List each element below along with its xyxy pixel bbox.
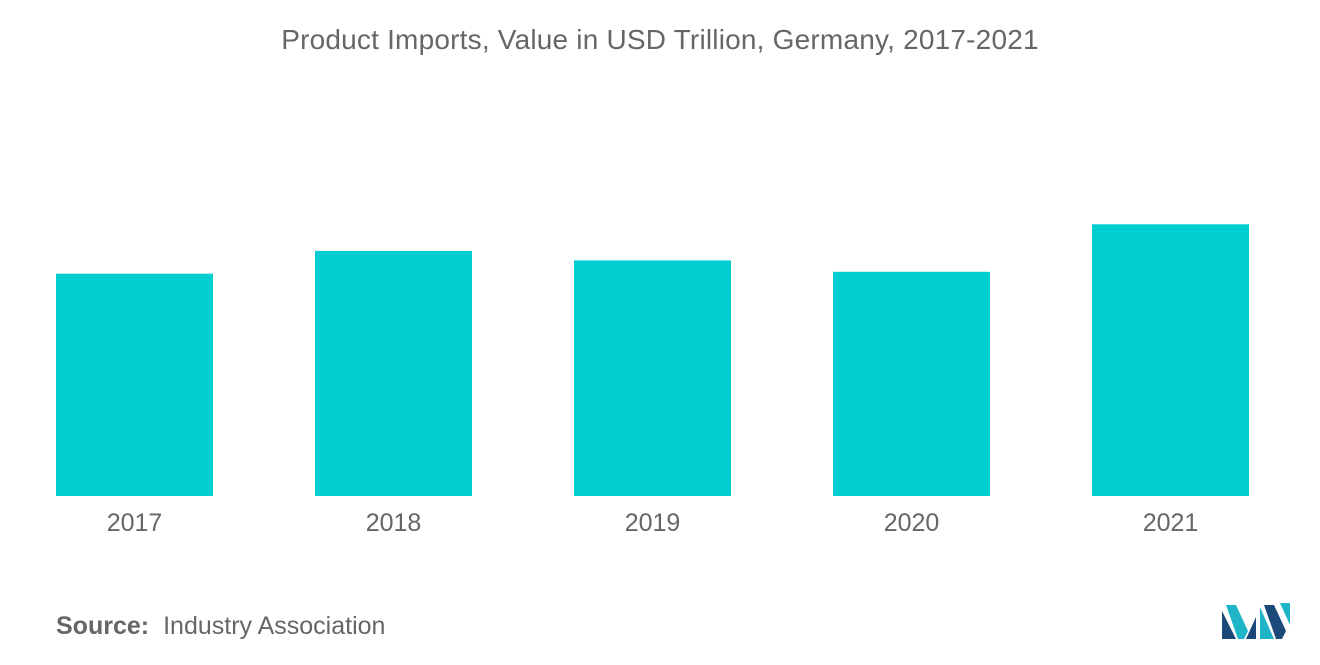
bar-2021 [1092, 224, 1249, 497]
x-tick-label-2019: 2019 [625, 509, 681, 537]
x-tick-label-2018: 2018 [366, 509, 422, 537]
x-tick-label-2021: 2021 [1143, 509, 1199, 537]
source-note: Source: Industry Association [56, 612, 385, 641]
source-label: Source: [56, 612, 150, 640]
bar-2018 [315, 250, 472, 496]
x-tick-label-2017: 2017 [107, 509, 163, 537]
bar-2019 [574, 260, 731, 496]
x-tick-label-2020: 2020 [884, 509, 940, 537]
chart-title: Product Imports, Value in USD Trillion, … [281, 24, 1039, 55]
bar-2017 [56, 273, 213, 496]
bar-2020 [833, 271, 990, 496]
mordor-intelligence-logo-icon [1222, 603, 1290, 639]
source-text: Industry Association [163, 612, 386, 640]
